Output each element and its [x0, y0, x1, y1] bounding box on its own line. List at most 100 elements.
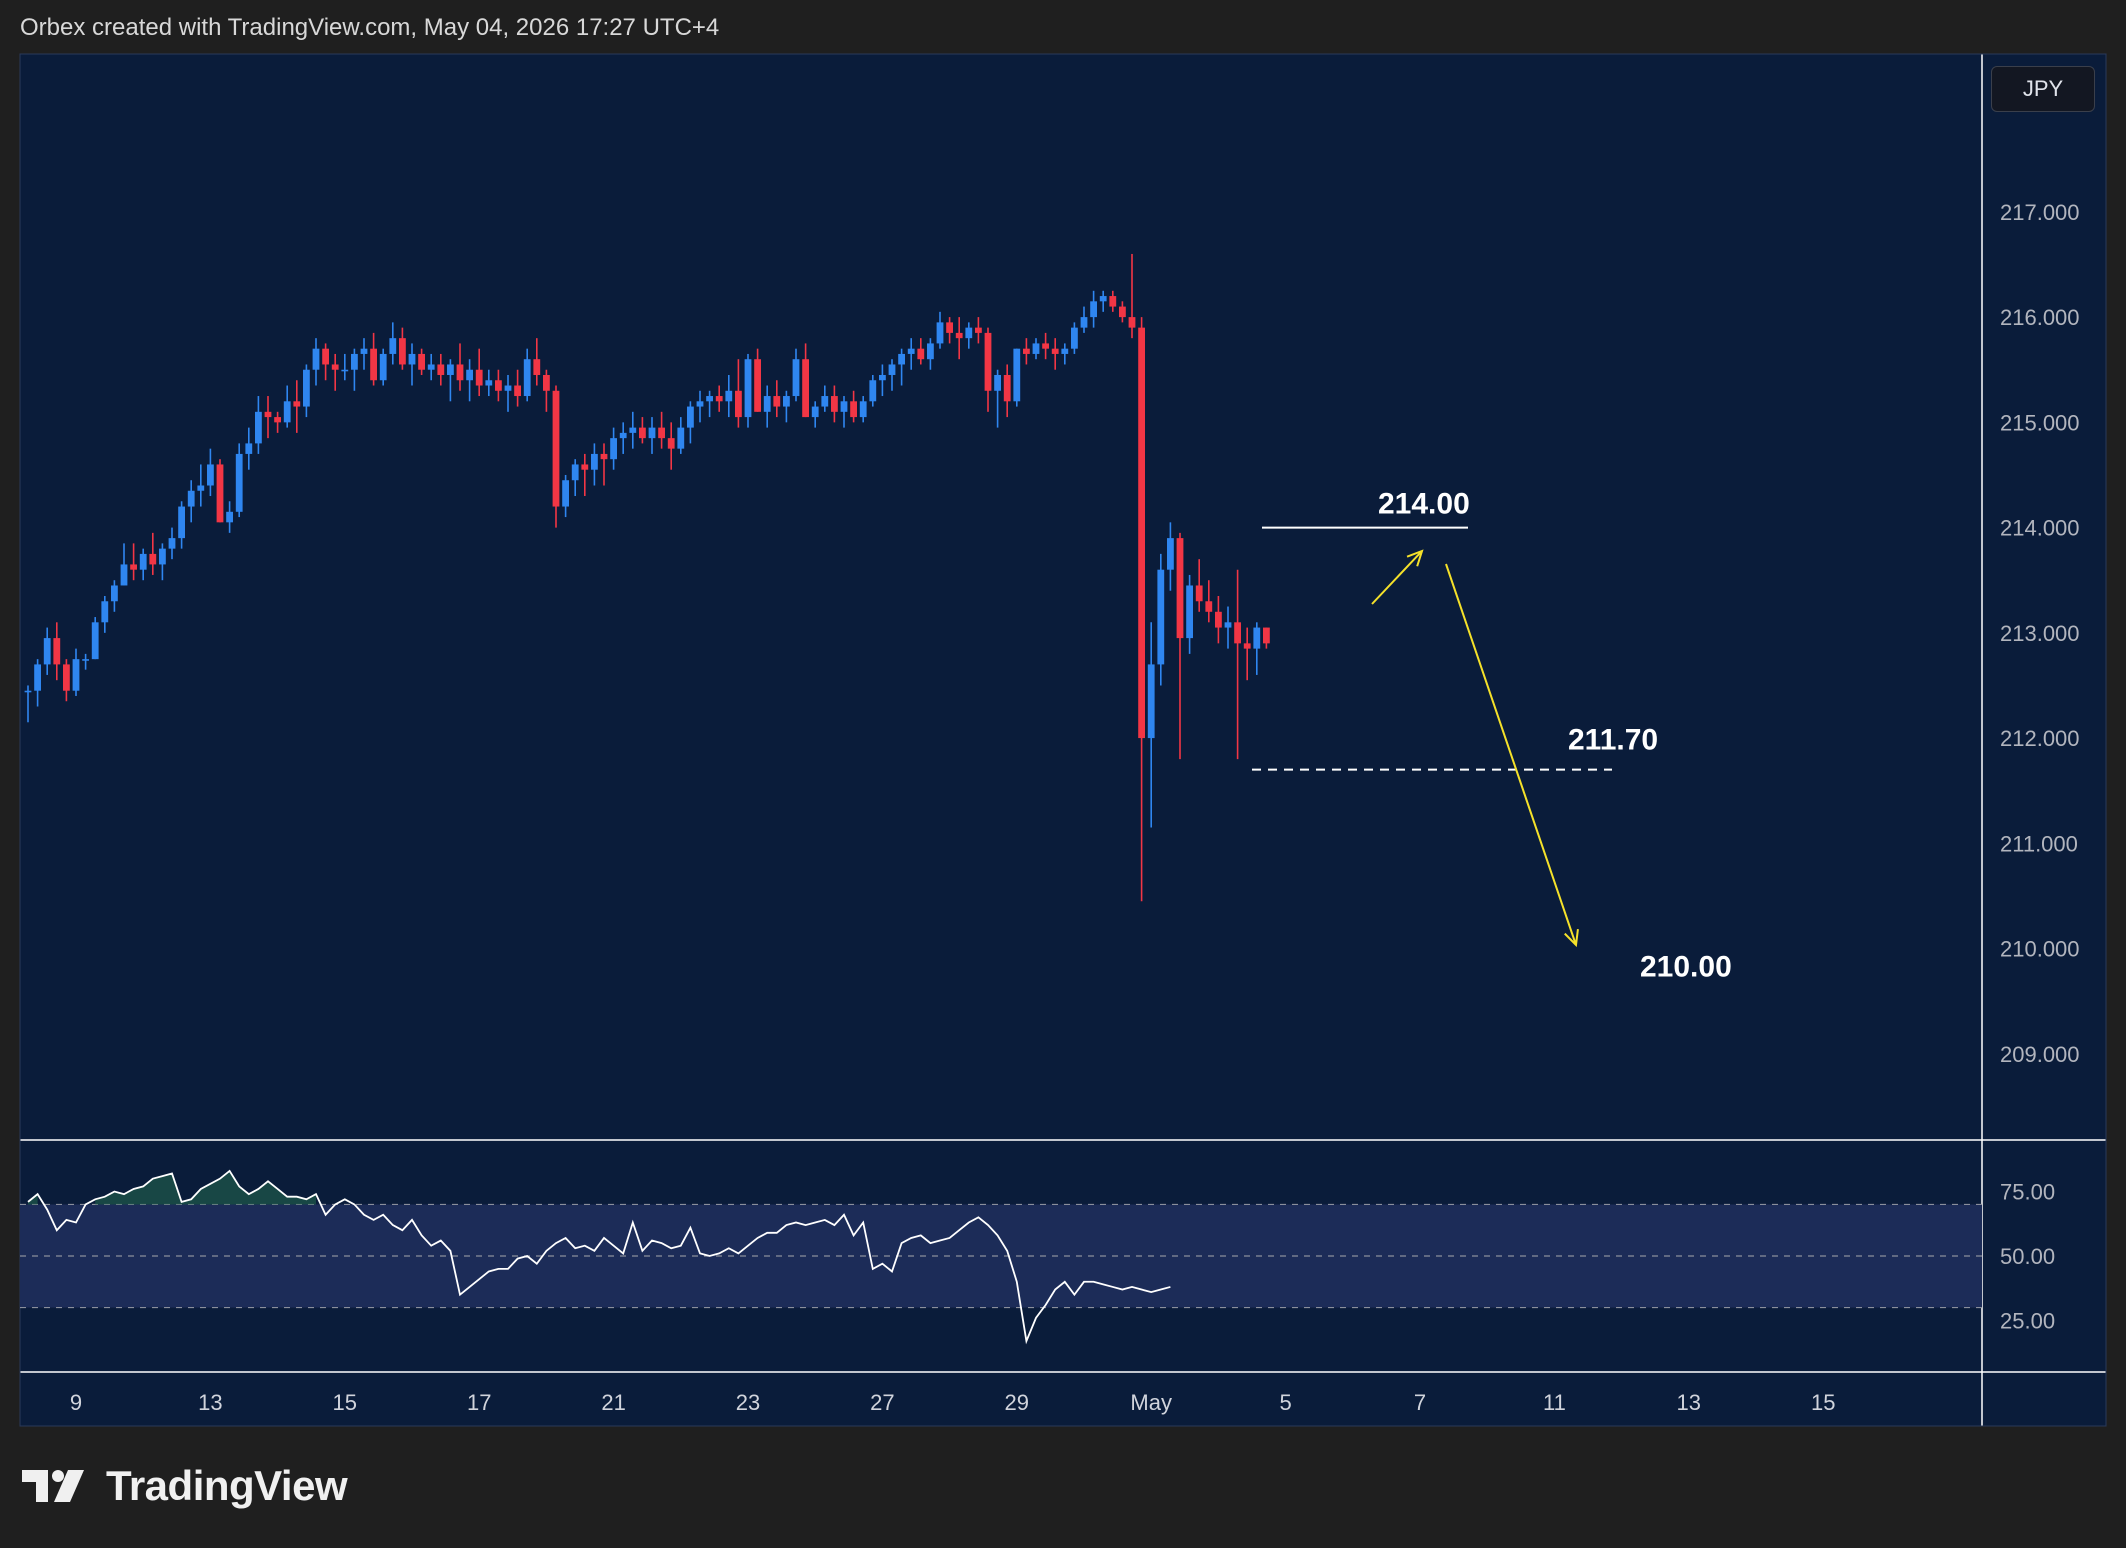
- candle-body: [351, 353, 358, 370]
- candle: [629, 411, 637, 449]
- candle: [591, 443, 598, 486]
- candle-body: [994, 374, 1001, 391]
- candle: [783, 390, 790, 423]
- candle-body: [907, 348, 915, 354]
- candle: [552, 385, 560, 528]
- time-tick-label: 7: [1414, 1390, 1426, 1415]
- candle: [485, 369, 493, 397]
- currency-badge[interactable]: JPY: [1991, 66, 2095, 112]
- candle: [72, 648, 80, 696]
- candle: [120, 543, 128, 586]
- candle: [235, 443, 243, 518]
- candle-body: [312, 348, 320, 370]
- candle: [159, 543, 166, 581]
- rsi-line: [27, 1169, 1171, 1345]
- candle: [648, 417, 656, 454]
- rsi-pane: 75.00 50.00 25.00: [20, 1169, 2055, 1345]
- candle: [504, 374, 512, 412]
- candle: [1128, 253, 1136, 339]
- candle-body: [447, 364, 454, 375]
- candle-body: [159, 548, 166, 565]
- candle: [1195, 559, 1203, 612]
- time-tick-label: 17: [467, 1390, 491, 1415]
- candle: [965, 322, 973, 349]
- candle: [427, 353, 435, 381]
- candle-body: [274, 417, 281, 423]
- candle-body: [984, 332, 992, 391]
- arrow-head: [1406, 549, 1424, 567]
- candle: [600, 443, 608, 486]
- candle-body: [91, 622, 99, 660]
- candle-body: [341, 369, 349, 372]
- candle-body: [82, 659, 89, 661]
- candle-body: [735, 390, 742, 418]
- candle-body: [1253, 627, 1261, 649]
- candle-body: [1032, 343, 1040, 354]
- candle: [1023, 338, 1030, 365]
- candle-body: [783, 396, 790, 407]
- candle-body: [581, 464, 589, 470]
- candle-body: [677, 427, 685, 449]
- candle: [1051, 338, 1059, 370]
- candle-body: [619, 432, 627, 439]
- candle: [360, 338, 368, 370]
- candle-body: [552, 390, 560, 507]
- candle: [187, 480, 195, 523]
- candle: [523, 348, 531, 402]
- candle: [34, 659, 41, 707]
- candle: [533, 338, 541, 386]
- candle: [658, 411, 665, 449]
- candle: [168, 527, 176, 560]
- arrow-shaft: [1445, 563, 1577, 946]
- tradingview-logo[interactable]: TradingView: [22, 1462, 348, 1510]
- candle: [898, 348, 905, 386]
- time-tick-label: 23: [736, 1390, 760, 1415]
- candle: [802, 343, 809, 418]
- candle: [91, 617, 99, 660]
- candle: [466, 359, 473, 402]
- time-tick-label: 5: [1279, 1390, 1291, 1415]
- time-tick-label: 29: [1005, 1390, 1029, 1415]
- candle-body: [379, 353, 387, 381]
- candle: [379, 348, 387, 386]
- candle: [869, 374, 877, 407]
- candle: [399, 327, 406, 370]
- candle: [1090, 290, 1097, 328]
- candle: [24, 685, 32, 723]
- candle: [293, 380, 301, 433]
- candle: [178, 501, 185, 549]
- candle-body: [1080, 317, 1088, 328]
- candle: [1205, 580, 1213, 623]
- rsi-tick-label: 50.00: [2000, 1244, 2055, 1269]
- candle: [1167, 522, 1174, 591]
- candle-body: [389, 338, 397, 354]
- time-tick-label: 15: [1811, 1390, 1835, 1415]
- candle: [562, 474, 569, 518]
- price-tick-label: 214.000: [2000, 516, 2080, 541]
- candle: [149, 532, 157, 575]
- candle-body: [946, 322, 953, 333]
- candle-body: [456, 364, 464, 381]
- rsi-overbought-fill: [95, 1170, 316, 1205]
- candle-body: [24, 690, 32, 693]
- candle: [888, 359, 896, 391]
- candle-body: [696, 401, 704, 407]
- candle-body: [226, 511, 233, 523]
- time-tick-label: 21: [601, 1390, 625, 1415]
- candle-body: [485, 380, 493, 386]
- candle: [735, 359, 742, 428]
- candle: [1186, 574, 1193, 654]
- candle-body: [859, 401, 867, 418]
- arrow-shaft: [1371, 550, 1423, 605]
- candle-body: [216, 464, 224, 523]
- time-tick-label: 11: [1543, 1390, 1566, 1415]
- candle: [975, 317, 982, 344]
- candle-body: [1061, 348, 1069, 354]
- candle: [1147, 622, 1155, 828]
- price-tick-label: 216.000: [2000, 305, 2080, 330]
- candle-body: [562, 480, 569, 507]
- candle: [1003, 364, 1011, 418]
- candle: [859, 396, 867, 423]
- candle-body: [72, 659, 80, 691]
